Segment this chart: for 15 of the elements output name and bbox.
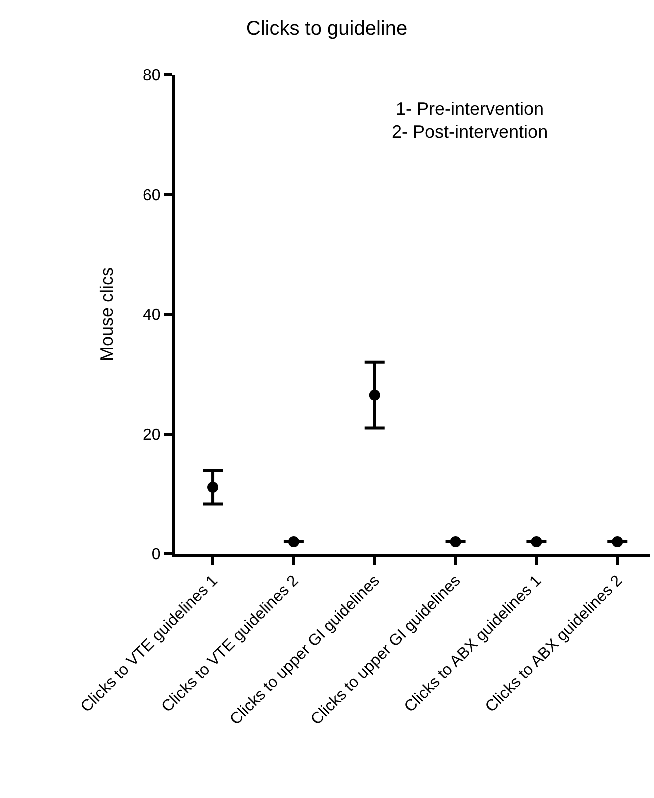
annotation: 2- Post-intervention: [392, 122, 548, 142]
point: [612, 536, 624, 548]
y-tick-label: 0: [152, 546, 161, 564]
y-axis-title: Mouse clics: [97, 267, 118, 362]
y-tick-label: 60: [143, 187, 161, 204]
annotation: 1- Pre-intervention: [396, 99, 544, 119]
chart-title: Clicks to guideline: [246, 18, 408, 40]
point: [531, 536, 542, 548]
point: [208, 482, 219, 494]
point: [288, 536, 300, 548]
y-tick-label: 80: [143, 68, 161, 85]
point: [450, 536, 462, 548]
y-tick-label: 40: [143, 307, 161, 324]
y-tick-label: 20: [143, 426, 161, 444]
point: [369, 390, 380, 401]
